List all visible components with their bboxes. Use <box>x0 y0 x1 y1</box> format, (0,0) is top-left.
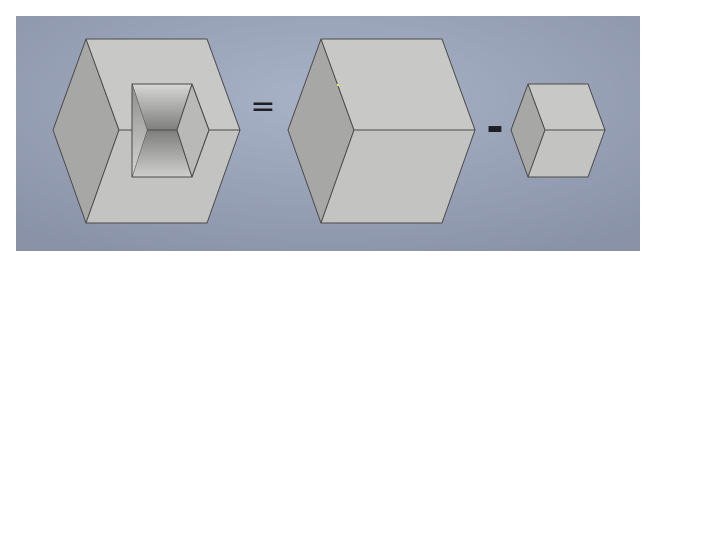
cavity-back-edge <box>132 84 147 177</box>
equals-operator: = <box>250 89 275 124</box>
large-cube-front-face <box>320 129 476 224</box>
small-cube-front-face <box>527 129 606 178</box>
cavity-outline <box>131 83 210 178</box>
large-cube <box>287 38 476 224</box>
cad-viewport: = - <box>16 16 640 251</box>
yellow-marker <box>336 83 340 87</box>
resulting-shape <box>52 38 241 224</box>
minus-operator: - <box>486 102 503 151</box>
small-cube <box>510 83 606 178</box>
